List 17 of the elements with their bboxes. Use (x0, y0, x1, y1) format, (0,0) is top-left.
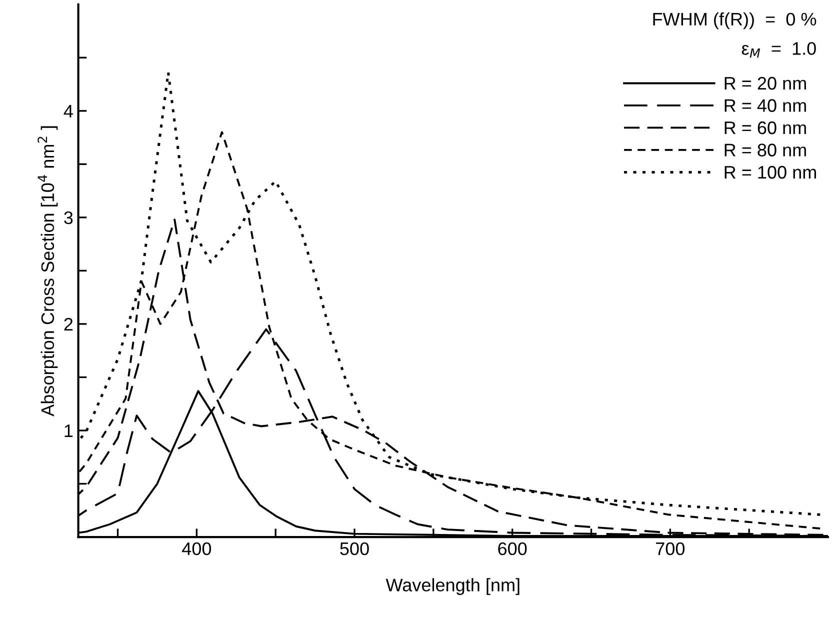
x-tick-label: 700 (656, 542, 685, 556)
x-axis-title: Wavelength [nm] (386, 578, 520, 595)
y-tick-label: 2 (64, 318, 73, 330)
annotation: FWHM (f(R)) = 0 % (653, 12, 816, 30)
y-tick-label: 1 (64, 424, 73, 438)
legend-label: R = 20 nm (724, 76, 806, 90)
y-tick-label: 4 (64, 105, 73, 118)
legend-label: R = 100 nm (724, 166, 816, 179)
legend-label: R = 60 nm (724, 121, 806, 134)
legend-label: R = 40 nm (724, 99, 806, 112)
annotation: ε$_{M}$ = 1.0 (742, 42, 816, 58)
legend-label: R = 80 nm (724, 144, 806, 156)
x-tick-label: 500 (340, 542, 369, 556)
y-axis-title: Absorption Cross Section [10$^{4}$ nm$^{2}$ ] (38, 126, 58, 416)
x-tick-label: 400 (182, 542, 212, 556)
y-tick-label: 3 (64, 211, 73, 224)
x-tick-label: 600 (498, 542, 527, 556)
